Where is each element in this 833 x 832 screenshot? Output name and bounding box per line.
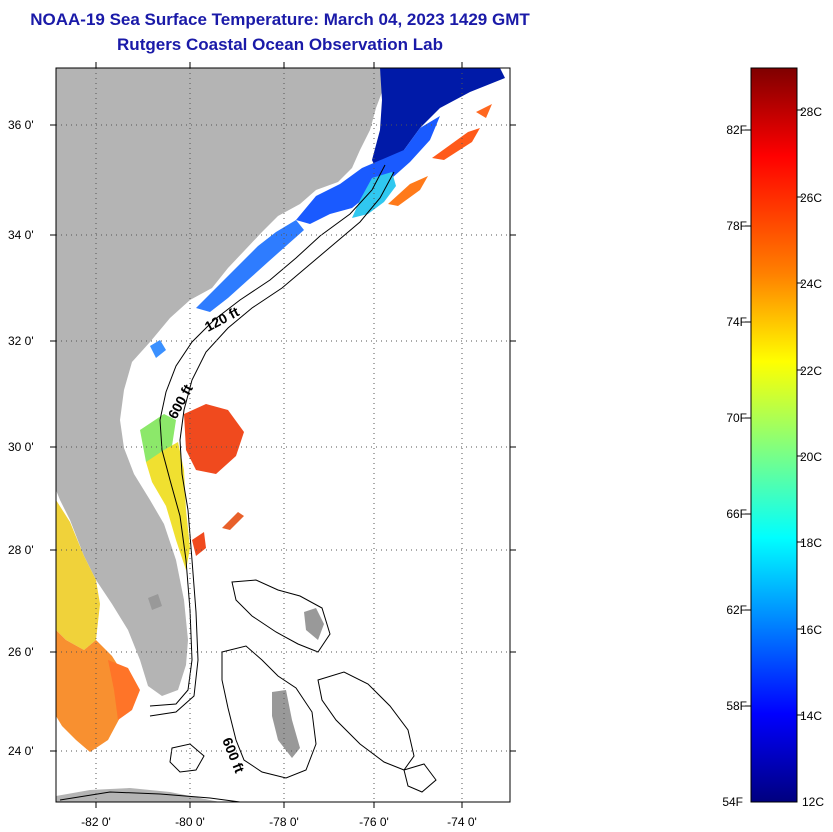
- sst-streak-3: [476, 104, 492, 118]
- cb-f-58: 58F: [726, 699, 747, 713]
- sst-patch-red-small: [192, 532, 206, 556]
- frame-ticks: [50, 62, 516, 808]
- cb-f-54: 54F: [722, 795, 743, 809]
- cb-f-70: 70F: [726, 411, 747, 425]
- sst-patch-yellow: [146, 442, 190, 570]
- contour-bahamas-2: [221, 645, 317, 779]
- land-mainland: [56, 68, 382, 696]
- lat-label-32: 32 0': [8, 334, 34, 348]
- sst-patch-blue: [296, 116, 440, 224]
- cb-c-18: 18C: [800, 536, 822, 550]
- contour-600ft: [149, 171, 395, 717]
- cb-c-24: 24C: [800, 277, 822, 291]
- cb-c-28: 28C: [800, 105, 822, 119]
- cb-c-22: 22C: [800, 364, 822, 378]
- cb-c-26: 26C: [800, 191, 822, 205]
- sst-patch-darkblue: [372, 68, 505, 178]
- sst-patch-midblue: [196, 220, 304, 312]
- colorbar-gradient: [750, 67, 798, 803]
- colorbar-ticks: [745, 109, 803, 716]
- sst-patch-cyan: [352, 172, 396, 218]
- map-title: NOAA-19 Sea Surface Temperature: March 0…: [30, 10, 530, 29]
- contour-120ft: [149, 164, 386, 707]
- contour-bahamas-1: [231, 579, 331, 653]
- sst-gulf-yellow: [56, 500, 100, 650]
- cb-f-82: 82F: [726, 123, 747, 137]
- contour-bahamas-3: [317, 671, 415, 771]
- cb-f-62: 62F: [726, 603, 747, 617]
- sst-map[interactable]: 120 ft 600 ft 600 ft 36 0' 34 0' 32 0' 3…: [0, 0, 560, 832]
- lat-label-26: 26 0': [8, 645, 34, 659]
- cb-c-12: 12C: [802, 795, 824, 809]
- contour-bahamas-5: [403, 763, 437, 793]
- contour-cuba: [59, 791, 241, 802]
- lat-label-36: 36 0': [8, 118, 34, 132]
- map-subtitle: Rutgers Coastal Ocean Observation Lab: [117, 35, 443, 54]
- cb-f-78: 78F: [726, 219, 747, 233]
- sst-patch-blue-small: [150, 340, 166, 358]
- map-border: [55, 67, 511, 803]
- lat-label-24: 24 0': [8, 744, 34, 758]
- cb-f-74: 74F: [726, 315, 747, 329]
- lat-label-30: 30 0': [8, 440, 34, 454]
- lat-label-28: 28 0': [8, 543, 34, 557]
- bathymetry-contours: [59, 164, 437, 802]
- lon-label-78: -78 0': [269, 815, 299, 829]
- land-bahamas-2: [304, 608, 324, 640]
- lon-label-74: -74 0': [447, 815, 477, 829]
- sst-streak-2: [388, 176, 428, 206]
- land-bahamas-1: [272, 690, 300, 758]
- lat-label-34: 34 0': [8, 228, 34, 242]
- cb-c-14: 14C: [800, 709, 822, 723]
- lon-label-82: -82 0': [81, 815, 111, 829]
- graticule: [56, 68, 510, 802]
- lon-label-80: -80 0': [175, 815, 205, 829]
- temperature-colorbar: 82F 78F 74F 70F 66F 62F 58F 54F 28C 26C …: [722, 67, 824, 809]
- cb-c-16: 16C: [800, 623, 822, 637]
- land-cuba: [56, 788, 220, 802]
- sst-streak-1: [432, 128, 480, 160]
- cb-c-20: 20C: [800, 450, 822, 464]
- sst-streak-4: [222, 512, 244, 530]
- land-bahamas-3: [148, 594, 162, 610]
- sst-patch-red: [184, 404, 244, 474]
- lon-label-76: -76 0': [359, 815, 389, 829]
- cb-f-66: 66F: [726, 507, 747, 521]
- sst-gulf-orange-2: [108, 660, 140, 720]
